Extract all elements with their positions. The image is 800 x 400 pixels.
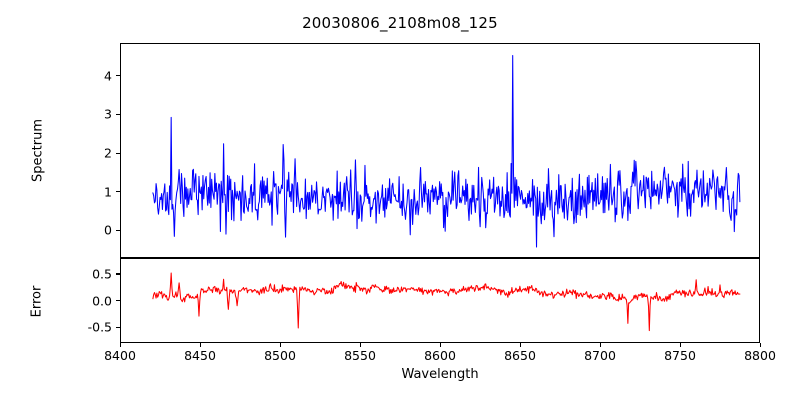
x-tick-label: 8700: [584, 348, 616, 363]
error-panel: [120, 258, 760, 343]
spectrum-y-tick-label: 2: [104, 145, 112, 161]
spectrum-y-axis-label: Spectrum: [30, 119, 46, 182]
spectrum-panel: [120, 43, 760, 258]
error-y-tick-label: -0.5: [87, 319, 112, 335]
x-tick-label: 8450: [184, 348, 216, 363]
error-y-tick-mark: [116, 300, 120, 302]
spectrum-y-tick-mark: [116, 113, 120, 116]
x-tick-mark: [599, 343, 601, 347]
x-tick-mark: [359, 343, 361, 347]
error-y-tick-label: 0.0: [92, 293, 112, 308]
x-tick-mark: [519, 343, 521, 347]
error-y-axis-label: Error: [29, 285, 45, 318]
spectrum-y-tick-label: 1: [104, 184, 112, 200]
x-tick-mark: [759, 343, 761, 347]
error-y-tick-mark: [116, 326, 120, 328]
x-tick-label: 8400: [104, 348, 136, 363]
x-tick-label: 8500: [264, 348, 296, 363]
x-tick-label: 8550: [344, 348, 376, 363]
x-tick-label: 8600: [424, 348, 456, 363]
spectrum-y-tick-label: 0: [104, 222, 112, 238]
x-axis-label: Wavelength: [401, 367, 479, 382]
x-tick-mark: [119, 343, 121, 347]
x-tick-label: 8650: [504, 348, 536, 363]
x-tick-mark: [199, 343, 201, 347]
spectrum-y-tick-mark: [116, 229, 120, 231]
error-plot-area: [121, 259, 759, 342]
chart-title: 20030806_2108m08_125: [302, 14, 498, 32]
error-y-tick-label: 0.5: [92, 266, 112, 282]
x-tick-mark: [679, 343, 681, 347]
x-tick-mark: [439, 343, 441, 347]
x-tick-mark: [279, 343, 281, 347]
x-tick-label: 8750: [664, 348, 696, 363]
x-tick-label: 8800: [744, 348, 776, 363]
spectrum-plot-area: [121, 44, 759, 257]
spectrum-y-tick-mark: [116, 75, 120, 77]
spectrum-y-tick-mark: [116, 152, 120, 154]
spectrum-trace: [153, 55, 740, 247]
spectrum-y-tick-label: 4: [104, 68, 112, 84]
spectrum-y-tick-label: 3: [104, 106, 112, 122]
spectrum-y-tick-mark: [116, 191, 120, 193]
error-y-tick-mark: [116, 273, 120, 275]
error-trace: [153, 273, 740, 331]
